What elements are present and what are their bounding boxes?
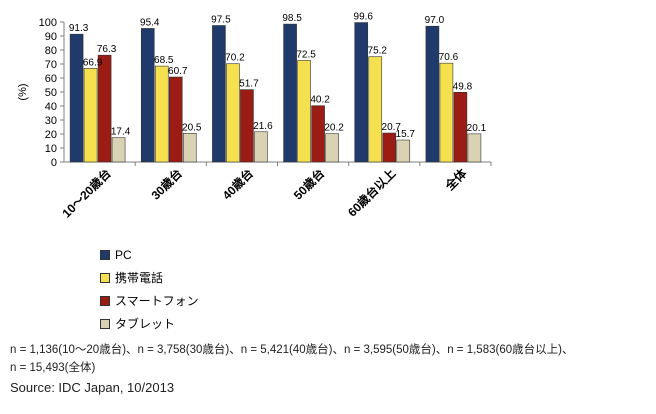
bar-1-5 [439,62,454,163]
bar-3-5 [467,133,482,163]
category-label: 全体 [441,165,470,194]
data-label: 49.8 [453,81,473,92]
data-label: 95.4 [140,17,160,28]
legend-label: 携帯電話 [115,271,164,285]
data-label: 21.6 [253,121,273,132]
legend-item: PC [100,243,199,266]
data-label: 66.9 [83,57,103,68]
bar-3-3 [325,133,339,163]
legend-label: スマートフォン [115,294,199,308]
legend-item: タブレット [100,312,199,335]
legend-swatch [100,318,110,329]
category-label: 10～20歳台 [59,166,114,221]
data-label: 15.7 [396,129,416,140]
chart-axes [60,21,492,166]
y-tick-label: 90 [45,31,57,43]
notes-line-1: n = 1,136(10～20歳台)、n = 3,758(30歳台)、n = 5… [10,344,574,356]
data-label: 99.6 [354,12,374,23]
y-tick-label: 80 [45,45,57,57]
bar-2-5 [453,91,468,163]
data-label: 72.5 [296,50,316,61]
bar-3-2 [254,131,268,163]
y-tick-label: 70 [45,59,57,71]
y-tick-label: 10 [45,143,57,155]
data-label: 51.7 [239,79,259,90]
data-label: 68.5 [154,55,174,66]
bar-1-1 [154,65,169,163]
legend-label: タブレット [115,317,176,331]
bar-2-2 [240,89,254,163]
legend-label: PC [115,247,132,262]
bar-1-2 [226,63,240,163]
notes-line-2: n = 15,493(全体) [10,362,96,374]
legend-swatch [100,249,110,260]
chart-legend: PC 携帯電話スマートフォン タブレット [100,243,199,335]
data-label: 97.5 [211,15,231,26]
bar-0-4 [354,22,369,163]
data-label: 20.7 [382,122,402,133]
data-label: 76.3 [97,44,117,55]
legend-swatch [100,295,110,306]
y-tick-label: 0 [51,157,57,169]
data-label: 20.1 [467,123,487,134]
bar-3-0 [111,137,126,163]
data-label: 20.5 [182,122,202,133]
bar-3-4 [396,139,411,163]
data-label: 40.2 [310,95,330,106]
y-tick-label: 20 [45,129,57,141]
data-label: 91.3 [69,23,89,34]
chart-bars [69,22,482,163]
bar-0-2 [212,25,226,163]
bar-1-4 [368,56,383,163]
y-axis-label: (%) [17,83,29,100]
bar-0-0 [69,33,84,163]
category-label: 50歳台 [290,166,327,203]
bar-1-3 [297,60,311,163]
y-tick-label: 100 [39,17,57,29]
bar-2-3 [311,105,325,163]
y-tick-label: 30 [45,115,57,127]
data-label: 17.4 [111,127,131,138]
bar-3-1 [182,133,197,163]
legend-item: スマートフォン [100,289,199,312]
bar-2-1 [168,76,183,163]
y-tick-label: 50 [45,87,57,99]
y-tick-label: 60 [45,73,57,85]
bar-0-3 [283,23,297,163]
bar-1-0 [83,68,98,163]
category-label: 40歳台 [219,166,256,203]
data-label: 20.2 [324,123,344,134]
data-label: 75.2 [368,46,388,57]
category-label: 60歳台以上 [344,166,398,220]
sample-size-notes: n = 1,136(10～20歳台)、n = 3,758(30歳台)、n = 5… [10,341,573,377]
bar-0-1 [140,28,155,163]
data-label: 70.2 [225,53,245,64]
legend-item: 携帯電話 [100,266,199,289]
category-label: 30歳台 [148,166,185,203]
data-label: 97.0 [425,15,445,26]
bar-0-5 [425,25,440,163]
data-label: 98.5 [282,13,302,24]
legend-swatch [100,272,110,283]
bar-2-4 [382,132,397,163]
bar-chart: 0 10 20 30 40 50 60 70 80 90 100 (%) 91.3 66.9 76.3 17.… [17,12,492,221]
data-label: 70.6 [439,52,459,63]
bar-2-0 [97,54,112,163]
y-tick-label: 40 [45,101,57,113]
source-text: Source: IDC Japan, 10/2013 [10,380,175,395]
data-label: 60.7 [168,66,188,77]
